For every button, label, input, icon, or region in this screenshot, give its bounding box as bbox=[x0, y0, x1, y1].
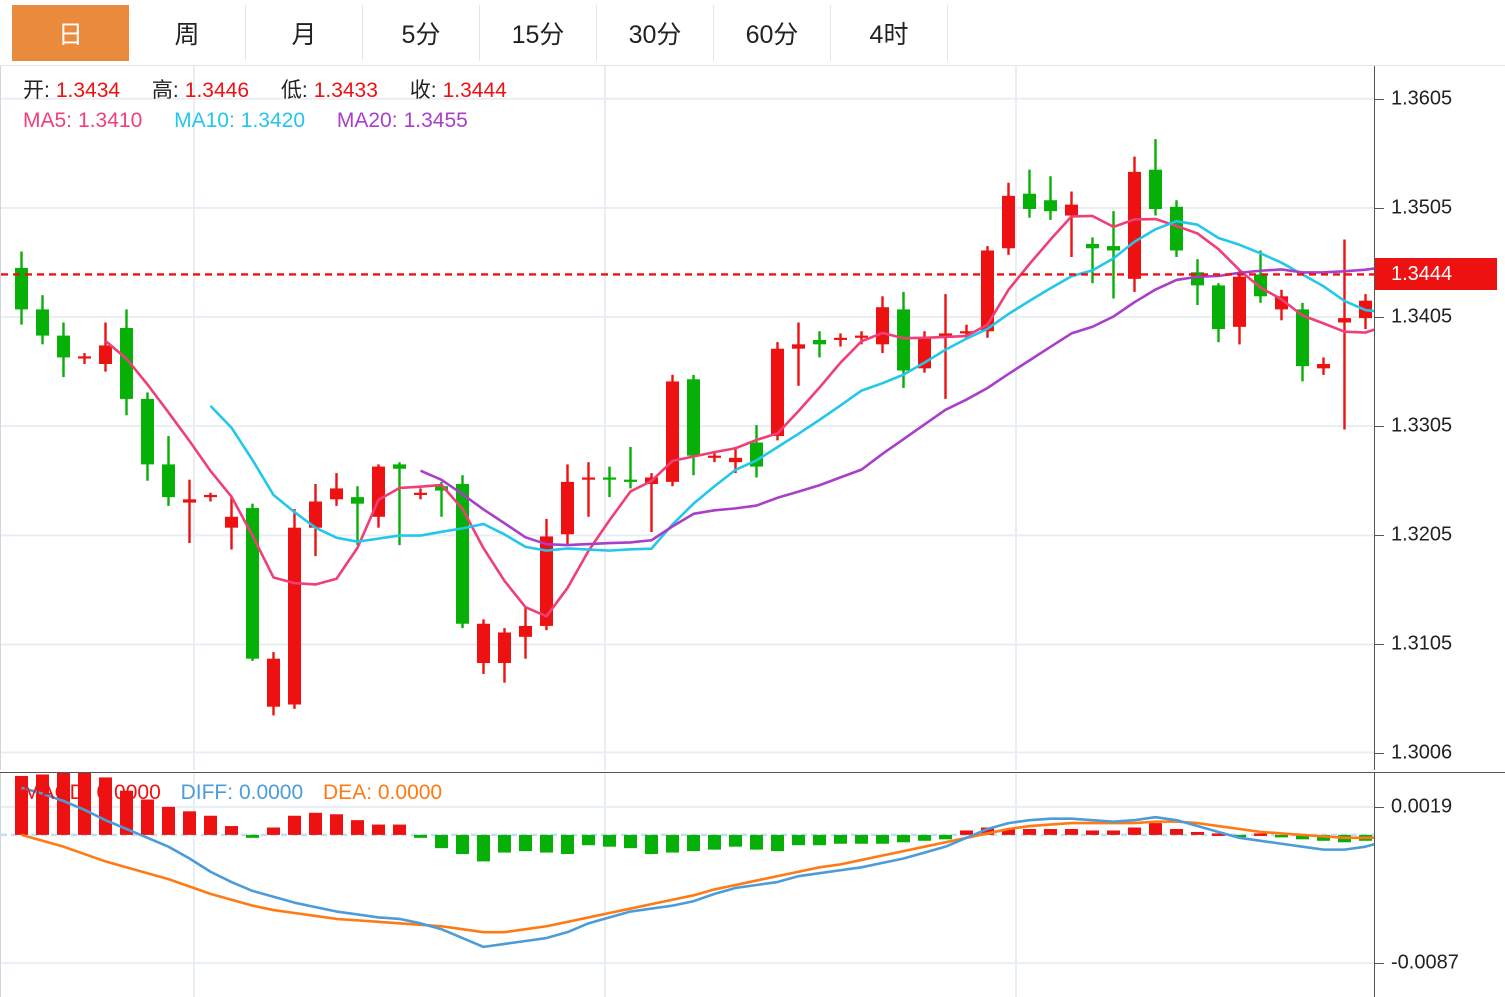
price-axis: 1.3605 1.3505 1.3405 1.3305 1.3205 1.3105 1.30… bbox=[1375, 66, 1505, 770]
dea-label: DEA: bbox=[323, 781, 373, 804]
diff-label: DIFF: bbox=[180, 781, 234, 804]
price-tick-mark bbox=[1375, 426, 1384, 428]
dea-value: 0.0000 bbox=[377, 781, 443, 804]
price-tick-mark bbox=[1375, 752, 1384, 754]
diff-value: 0.0000 bbox=[238, 781, 304, 804]
price-tick-mark bbox=[1375, 317, 1384, 319]
price-tick-label: 1.3405 bbox=[1391, 305, 1453, 328]
price-panel: 开: 1.3434 高: 1.3446 低: 1.3433 收: 1.3444 MA5:… bbox=[0, 66, 1505, 770]
price-tick-mark bbox=[1375, 644, 1384, 646]
price-plot[interactable]: 开: 1.3434 高: 1.3446 低: 1.3433 收: 1.3444 MA5:… bbox=[0, 66, 1375, 770]
timeframe-tabbar: 日周月 5分 15分 30分 60分 4时 bbox=[0, 0, 1505, 66]
macd-tick-label: 0.0019 bbox=[1391, 795, 1453, 818]
price-tick-label: 1.3006 bbox=[1391, 741, 1453, 764]
macd-value: 0.0000 bbox=[96, 781, 161, 804]
price-tick-label: 1.3505 bbox=[1391, 196, 1453, 219]
macd-label: MACD: bbox=[23, 781, 91, 804]
macd-plot[interactable]: MACD: 0.0000 DIFF: 0.0000 DEA: 0.0000 bbox=[0, 773, 1375, 997]
tab-0[interactable]: 日 bbox=[12, 5, 129, 61]
price-tick-label: 1.3605 bbox=[1391, 87, 1453, 110]
macd-tick-mark bbox=[1375, 806, 1384, 808]
price-tick-label: 1.3205 bbox=[1391, 523, 1453, 546]
price-tick-mark bbox=[1375, 207, 1384, 209]
macd-tick-label: -0.0087 bbox=[1391, 951, 1459, 974]
macd-panel: MACD: 0.0000 DIFF: 0.0000 DEA: 0.0000 0.… bbox=[0, 772, 1505, 997]
timeframe-tabs: 日周月 5分 15分 30分 60分 4时 bbox=[12, 5, 948, 61]
price-tick-mark bbox=[1375, 535, 1384, 537]
tab-2[interactable]: 月 bbox=[246, 5, 363, 61]
macd-tick-mark bbox=[1375, 963, 1384, 965]
tab-4[interactable]: 15分 bbox=[480, 5, 597, 61]
tab-6[interactable]: 60分 bbox=[714, 5, 831, 61]
tab-3[interactable]: 5分 bbox=[363, 5, 480, 61]
price-tick-mark bbox=[1375, 98, 1384, 100]
macd-axis: 0.0019 -0.0087 bbox=[1375, 773, 1505, 997]
macd-svg bbox=[1, 773, 1374, 997]
tab-1[interactable]: 周 bbox=[129, 5, 246, 61]
current-price-badge: 1.3444 bbox=[1375, 258, 1497, 291]
tab-7[interactable]: 4时 bbox=[831, 5, 948, 61]
tab-5[interactable]: 30分 bbox=[597, 5, 714, 61]
candlestick-svg bbox=[1, 66, 1374, 770]
macd-legend: MACD: 0.0000 DIFF: 0.0000 DEA: 0.0000 bbox=[23, 781, 442, 805]
price-tick-label: 1.3305 bbox=[1391, 414, 1453, 437]
price-tick-label: 1.3105 bbox=[1391, 632, 1453, 655]
